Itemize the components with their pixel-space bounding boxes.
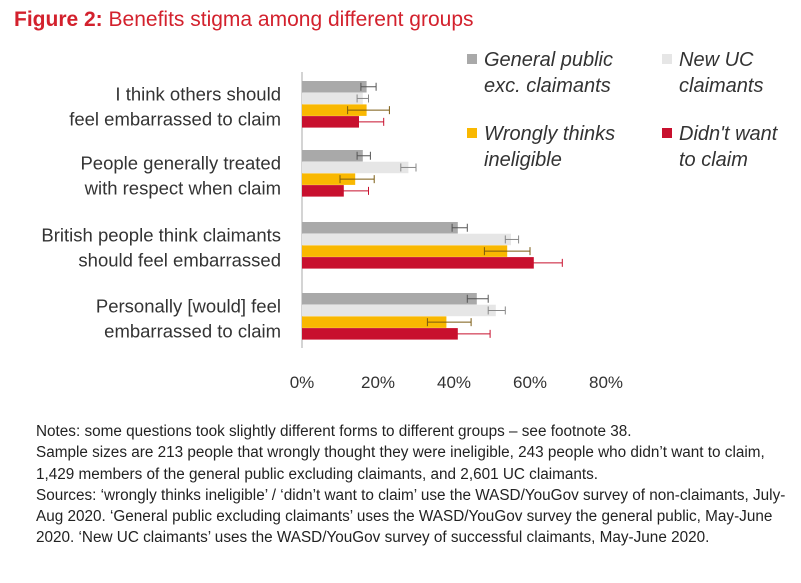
category-label: British people think claimants [41, 224, 281, 245]
bar-1-4 [302, 293, 477, 305]
legend-swatch [467, 128, 477, 138]
x-tick-label: 60% [513, 373, 547, 392]
bar-2-4 [302, 304, 496, 317]
bar-2-3 [302, 233, 511, 246]
category-label: feel embarrassed to claim [69, 108, 281, 129]
bar-1-3 [302, 222, 458, 234]
legend-swatch [467, 54, 477, 64]
legend-label: Wrongly thinks [484, 123, 615, 145]
bar-4-1 [302, 116, 359, 128]
category-label: embarrassed to claim [104, 320, 281, 341]
bar-2-2 [302, 161, 409, 174]
legend-label: New UC [679, 49, 754, 71]
x-tick-label: 20% [361, 373, 395, 392]
chart-notes: Notes: some questions took slightly diff… [36, 421, 791, 549]
bar-1-1 [302, 81, 367, 93]
bar-2-1 [302, 92, 363, 105]
category-label: Personally [would] feel [96, 295, 281, 316]
x-tick-label: 0% [290, 373, 315, 392]
bar-1-2 [302, 150, 363, 162]
sources-line: Sources: ‘wrongly thinks ineligible’ / ‘… [36, 486, 786, 547]
bar-3-2 [302, 173, 356, 185]
category-label: with respect when claim [84, 177, 281, 198]
legend-label: ineligible [484, 149, 562, 171]
figure-label: Figure 2: [14, 8, 103, 31]
bar-3-4 [302, 316, 447, 328]
figure-title-text: Benefits stigma among different groups [108, 8, 474, 31]
bar-3-3 [302, 245, 508, 257]
x-tick-label: 80% [589, 373, 623, 392]
legend-label: claimants [679, 75, 763, 97]
legend-label: General public [484, 49, 613, 71]
bar-3-1 [302, 104, 367, 116]
category-label: should feel embarrassed [78, 249, 281, 270]
legend-label: to claim [679, 149, 748, 171]
legend-swatch [662, 128, 672, 138]
x-tick-label: 40% [437, 373, 471, 392]
bar-4-2 [302, 185, 344, 197]
sample-sizes-line: Sample sizes are 213 people that wrongly… [36, 444, 765, 483]
legend-label: Didn't want [679, 123, 779, 145]
notes-line: Notes: some questions took slightly diff… [36, 423, 632, 440]
category-label: People generally treated [80, 152, 281, 173]
benefits-stigma-chart: 0% 20% 40% 60% 80% I think others should feel … [41, 49, 779, 392]
bar-4-3 [302, 257, 534, 269]
bar-4-4 [302, 328, 458, 340]
figure-title: Figure 2: Benefits stigma among differen… [14, 8, 474, 32]
legend-label: exc. claimants [484, 75, 611, 97]
category-label: I think others should [115, 83, 281, 104]
legend-swatch [662, 54, 672, 64]
